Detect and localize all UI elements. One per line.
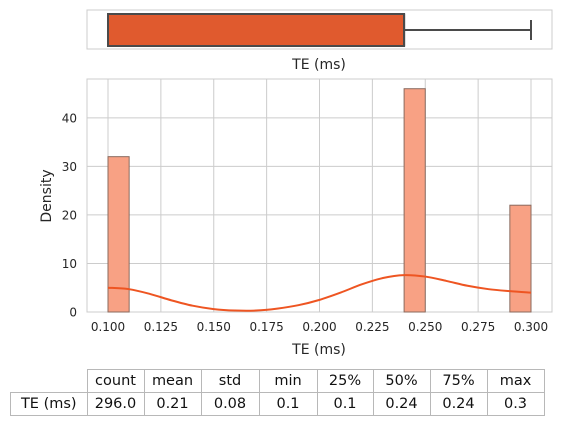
boxplot-box (107, 13, 406, 47)
x-tick-label: 0.150 (197, 320, 231, 334)
x-tick-label: 0.100 (91, 320, 125, 334)
x-tick-label: 0.225 (355, 320, 389, 334)
histogram-bars (107, 88, 532, 313)
x-tick-label: 0.300 (514, 320, 548, 334)
summary-table: count mean std min 25% 50% 75% max TE (m… (10, 369, 545, 416)
summary-cell-25: 0.1 (316, 392, 374, 416)
histogram-panel: 0.100 0.125 0.150 0.175 0.200 0.225 0.250 0.275… (39, 78, 553, 358)
y-tick-label: 10 (62, 257, 77, 271)
figure: TE (ms) 0.100 0.125 0.150 0.175 0.200 0.225 0.… (39, 9, 553, 358)
summary-cell-std: 0.08 (200, 392, 260, 416)
summary-cell-max: 0.3 (486, 392, 545, 416)
histogram-bar (509, 204, 532, 313)
summary-row-label: TE (ms) (10, 392, 88, 416)
y-axis-label: Density (39, 169, 55, 222)
summary-col-25: 25% (316, 369, 374, 393)
histogram-bar (107, 156, 130, 313)
x-tick-label: 0.200 (302, 320, 336, 334)
x-tick-label: 0.250 (408, 320, 442, 334)
summary-cell-75: 0.24 (429, 392, 488, 416)
summary-cell-50: 0.24 (372, 392, 431, 416)
summary-cell-min: 0.1 (258, 392, 318, 416)
summary-header-row: count mean std min 25% 50% 75% max (11, 369, 545, 393)
kde-line (107, 274, 532, 312)
x-axis-label: TE (ms) (291, 342, 346, 358)
summary-col-min: min (258, 369, 318, 393)
boxplot-panel: TE (ms) (86, 9, 553, 73)
y-tick-label: 0 (69, 306, 77, 320)
histogram-bar (403, 88, 426, 313)
kde-curve (107, 274, 532, 312)
y-tick-labels: 0 10 20 30 40 (62, 111, 77, 319)
summary-col-mean: mean (143, 369, 202, 393)
x-tick-label: 0.175 (249, 320, 283, 334)
y-tick-label: 40 (62, 111, 77, 125)
boxplot-marks (107, 13, 532, 47)
summary-cell-count: 296.0 (86, 392, 145, 416)
summary-col-max: max (486, 369, 545, 393)
x-tick-label: 0.275 (461, 320, 495, 334)
summary-col-count: count (86, 369, 145, 393)
summary-cell-mean: 0.21 (143, 392, 202, 416)
summary-data-row: TE (ms) 296.0 0.21 0.08 0.1 0.1 0.24 0.2… (10, 392, 545, 416)
summary-col-std: std (200, 369, 260, 393)
x-tick-label: 0.125 (144, 320, 178, 334)
boxplot-xlabel: TE (ms) (291, 57, 346, 73)
x-tick-labels: 0.100 0.125 0.150 0.175 0.200 0.225 0.250 0.275… (91, 320, 548, 334)
y-tick-label: 30 (62, 160, 77, 174)
y-tick-label: 20 (62, 208, 77, 222)
summary-corner (11, 370, 88, 393)
summary-col-50: 50% (372, 369, 431, 393)
summary-col-75: 75% (429, 369, 488, 393)
